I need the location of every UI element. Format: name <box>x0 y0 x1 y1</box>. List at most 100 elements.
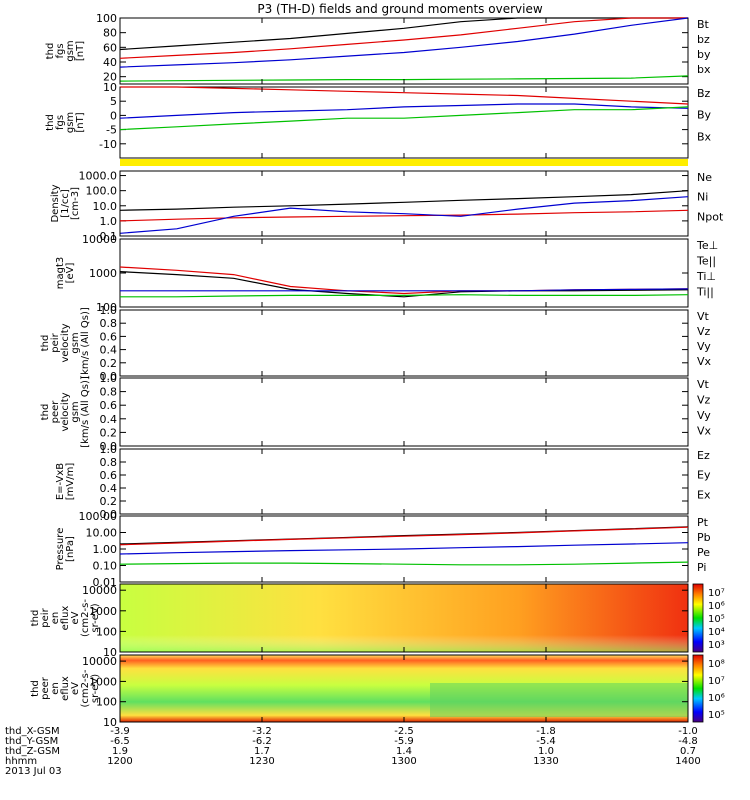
footer-row-label: hhmm <box>5 756 37 767</box>
series-bz-line <box>120 86 689 105</box>
flag-bar <box>120 159 688 166</box>
legend-label: Vx <box>697 425 712 438</box>
y-tick-label: 0.0 <box>100 508 118 521</box>
y-axis-label: [nT] <box>75 112 86 132</box>
y-axis-label: [eV] <box>65 263 76 284</box>
y-tick-label: 0.2 <box>100 357 118 370</box>
colorbar <box>692 654 704 723</box>
y-tick-label: 0.01 <box>93 576 118 589</box>
y-tick-label: 100 <box>96 301 117 314</box>
y-axis-label: [km/s (All Qs)] <box>80 376 91 448</box>
footer-value: -1.8 <box>536 726 556 737</box>
colorbar-label: 10⁶ <box>708 693 725 704</box>
legend-label: Vz <box>697 394 711 407</box>
y-tick-label: 10.0 <box>93 200 118 213</box>
footer-row-label: thd_Y-GSM <box>5 736 58 747</box>
y-axis-label: thd <box>40 335 51 352</box>
series-npot-line <box>119 196 689 234</box>
legend-label: bz <box>697 33 710 46</box>
legend-label: Pe <box>697 546 710 559</box>
y-tick-label: 1000 <box>89 605 117 618</box>
footer-value: 1230 <box>249 756 274 767</box>
legend-label: Vy <box>697 409 711 422</box>
footer-date: 2013 Jul 03 <box>5 766 62 777</box>
y-tick-label: 40 <box>103 56 117 69</box>
y-axis-label: thd <box>45 114 56 131</box>
colorbar-label: 10⁷ <box>708 588 725 599</box>
y-axis-label: E=-VxB <box>55 463 66 500</box>
legend-label: Ti|| <box>696 286 714 299</box>
y-axis-label: gsm <box>65 112 76 133</box>
legend-label: Ez <box>697 449 710 462</box>
series-te-line <box>119 271 689 298</box>
y-tick-label: 20 <box>103 71 117 84</box>
y-axis-label: thd <box>40 404 51 421</box>
y-axis-label: [cm-3] <box>70 187 81 220</box>
panel-frame <box>119 377 689 447</box>
y-tick-label: 1000.0 <box>79 170 118 183</box>
footer-value: 1.0 <box>538 746 554 757</box>
colorbar-label: 10⁶ <box>708 601 725 612</box>
y-tick-label: 1.0 <box>100 304 118 317</box>
footer-value: -5.9 <box>394 736 414 747</box>
y-tick-label: 10.00 <box>86 527 118 540</box>
y-axis-label: eflux <box>60 676 71 701</box>
y-tick-label: 10000 <box>82 584 117 597</box>
series-bx-line <box>119 106 689 131</box>
y-axis-label: [1/cc] <box>60 189 71 218</box>
footer-value: 1.9 <box>112 746 128 757</box>
panel-8: 0.01 0.10 1.00 10.00 100.00 Pressure [nPa] Pt Pb… <box>55 510 711 589</box>
legend-label: Ti⊥ <box>696 270 716 283</box>
y-tick-label: 100.00 <box>79 510 118 523</box>
footer-value: -3.9 <box>110 726 130 737</box>
y-tick-label: 10000 <box>82 655 117 668</box>
y-axis-label: (cm2-s- <box>80 669 91 707</box>
footer-value: -6.2 <box>252 736 272 747</box>
y-axis-label: eflux <box>60 606 71 631</box>
series-ti-line <box>120 288 689 292</box>
y-tick-label: 1000 <box>89 675 117 688</box>
colorbar-label: 10⁸ <box>708 659 725 670</box>
y-tick-label: 100.0 <box>86 185 118 198</box>
y-tick-label: 80 <box>103 27 117 40</box>
y-tick-label: 0.10 <box>93 560 118 573</box>
footer-value: -3.2 <box>252 726 272 737</box>
footer-value: 1200 <box>107 756 132 767</box>
legend-label: by <box>697 48 711 61</box>
y-tick-label: 10 <box>103 716 117 729</box>
y-tick-label: 10 <box>103 646 117 659</box>
panel-3: 0.1 1.0 10.0 100.0 1000.0 Density [1/cc] [cm-3]… <box>50 170 724 243</box>
y-tick-label: 60 <box>103 41 117 54</box>
legend-label: Bz <box>697 87 711 100</box>
y-axis-label: en <box>50 612 61 625</box>
panel-4: 100 1000 10000 magt3 [eV] Te⊥ Te|| Ti⊥ Ti|| <box>55 233 718 314</box>
legend-label: bx <box>697 63 711 76</box>
y-axis-label: peir <box>50 332 61 352</box>
legend-label: Vy <box>697 340 711 353</box>
y-axis-label: thd <box>30 680 41 697</box>
legend-label: Vx <box>697 355 712 368</box>
y-axis-label: eV <box>70 682 81 695</box>
y-tick-label: 100 <box>96 696 117 709</box>
panel-10: 10⁵ 10⁶ 10⁷ 10⁸ 10 100 1000 10000 thd peer en eflux… <box>30 654 725 729</box>
y-axis-label: gsm <box>70 401 81 422</box>
footer-value: 1400 <box>675 756 700 767</box>
y-axis-label: magt3 <box>55 257 66 290</box>
series-ni-line <box>119 190 689 211</box>
y-axis-label: thd <box>30 610 41 627</box>
y-axis-label: peir <box>40 607 51 627</box>
footer-value: 1330 <box>533 756 558 767</box>
y-axis-label: velocity <box>60 323 71 362</box>
legend-label: Bx <box>697 130 712 143</box>
spectrogram-electron-patch <box>430 683 688 717</box>
y-tick-label: 1.0 <box>100 443 118 456</box>
y-tick-label: 0.6 <box>100 330 118 343</box>
y-axis-label: velocity <box>60 392 71 431</box>
y-axis-label: peer <box>50 400 61 424</box>
series-bt-line <box>119 17 688 51</box>
legend-label: Pb <box>697 531 711 544</box>
